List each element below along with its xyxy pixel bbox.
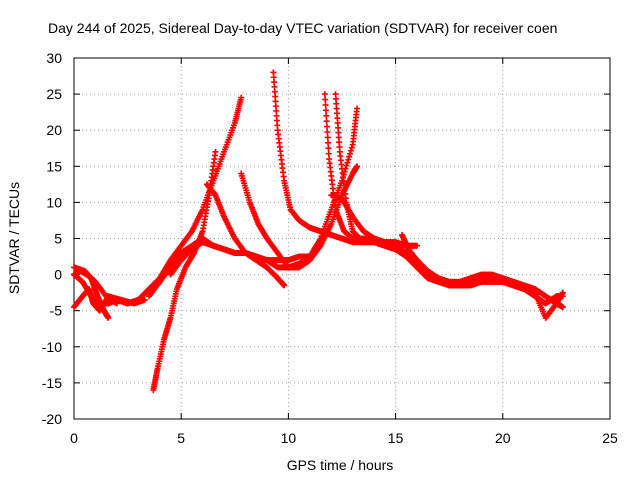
data-point [347, 147, 354, 154]
data-points [71, 69, 566, 394]
data-point [347, 150, 354, 157]
data-point [348, 144, 355, 151]
y-tick-label: 15 [46, 158, 62, 174]
data-point [322, 101, 329, 108]
data-point [105, 314, 112, 321]
y-tick-label: 5 [54, 231, 62, 247]
data-point [322, 107, 329, 114]
data-point [113, 300, 120, 307]
data-point [343, 162, 350, 169]
x-tick-label: 10 [281, 430, 297, 446]
x-tick-label: 15 [388, 430, 404, 446]
data-point [559, 304, 566, 311]
data-point [321, 91, 328, 98]
y-axis-label: SDTVAR / TECUs [6, 182, 22, 294]
x-tick-label: 20 [495, 430, 511, 446]
chart-title: Day 244 of 2025, Sidereal Day-to-day VTE… [48, 20, 557, 36]
y-tick-label: 20 [46, 122, 62, 138]
x-axis-label: GPS time / hours [287, 457, 394, 473]
data-point [346, 153, 353, 160]
data-point [344, 159, 351, 166]
tick-labels: 0 5 10 15 20 25 -20 -15 -10 -5 0 5 10 15 20 25 30 [42, 50, 618, 446]
data-point [238, 94, 245, 101]
series-track-8 [203, 181, 288, 289]
series-track-4 [71, 267, 120, 307]
data-point [323, 118, 330, 125]
data-point [323, 123, 330, 130]
y-tick-label: -10 [42, 339, 62, 355]
series-track-13 [399, 231, 566, 321]
data-point [281, 282, 288, 289]
data-point [414, 242, 421, 249]
y-tick-label: 25 [46, 86, 62, 102]
data-point [325, 145, 332, 152]
data-point [141, 296, 148, 303]
x-tick-label: 5 [177, 430, 185, 446]
data-point [345, 156, 352, 163]
y-tick-label: 10 [46, 194, 62, 210]
x-tick-label: 0 [70, 430, 78, 446]
data-point [325, 150, 332, 157]
y-tick-label: 30 [46, 50, 62, 66]
data-point [212, 148, 219, 155]
data-point [323, 112, 330, 119]
data-point [325, 139, 332, 146]
x-tick-label: 25 [602, 430, 618, 446]
data-point [354, 163, 361, 170]
series-track-14 [328, 192, 421, 249]
data-point [559, 289, 566, 296]
data-point [324, 129, 331, 136]
data-point [354, 105, 361, 112]
y-tick-label: -5 [50, 303, 63, 319]
y-tick-label: -20 [42, 411, 62, 427]
axis-ticks [73, 57, 611, 420]
data-point [322, 96, 329, 103]
y-tick-label: -15 [42, 375, 62, 391]
data-point [324, 134, 331, 141]
y-tick-label: 0 [54, 267, 62, 283]
